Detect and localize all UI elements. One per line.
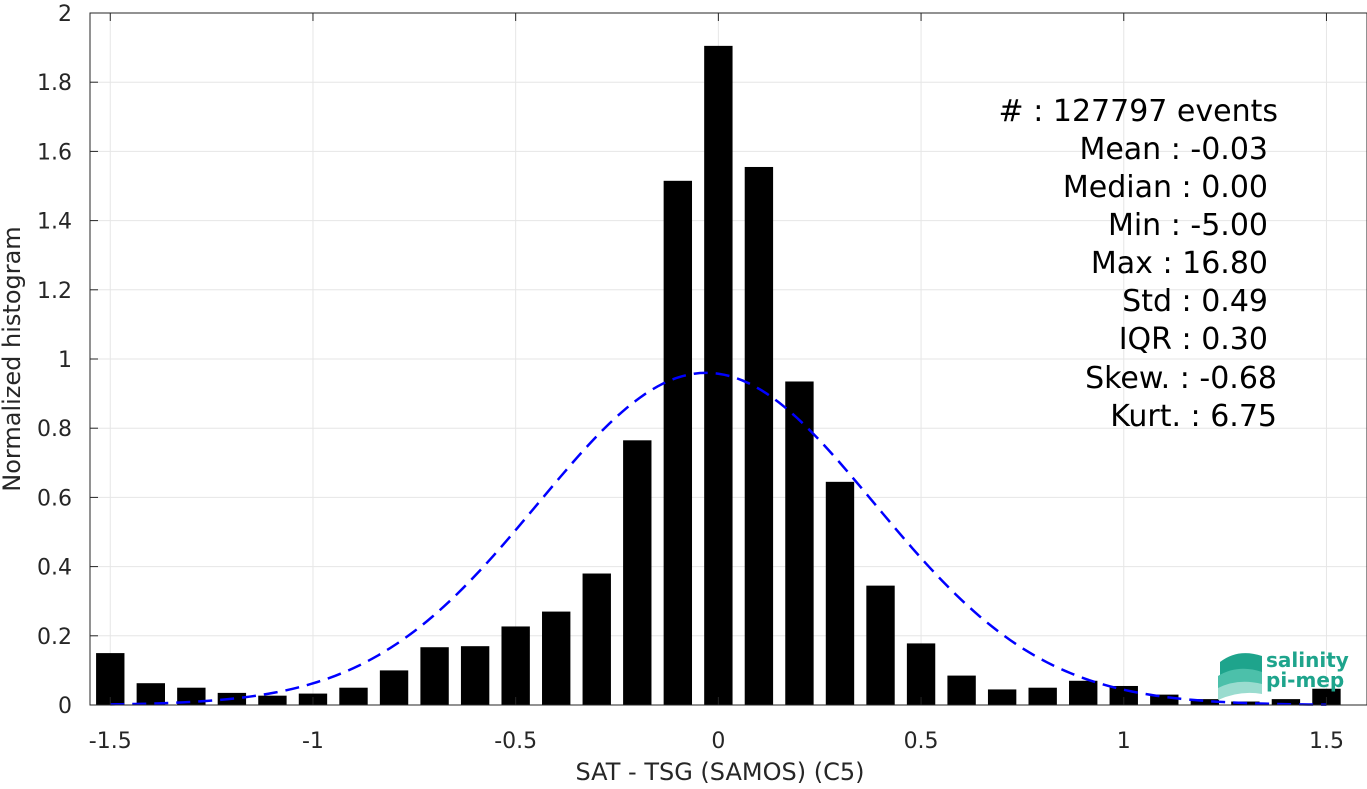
bars xyxy=(96,45,1341,706)
histogram-bar xyxy=(785,381,814,705)
y-tick-label: 2 xyxy=(58,2,72,27)
histogram-bar xyxy=(1028,687,1057,705)
x-tick-label: 1 xyxy=(1117,729,1131,754)
x-axis-ticks: -1.5 -1 -0.5 0 0.5 1 1.5 xyxy=(89,13,1344,754)
y-tick-label: 0.2 xyxy=(37,625,72,650)
histogram-bar xyxy=(947,675,976,705)
histogram-bar xyxy=(1190,699,1220,705)
y-tick-label: 0.8 xyxy=(37,417,72,442)
y-tick-label: 1 xyxy=(58,348,72,373)
histogram-bar xyxy=(663,180,693,705)
histogram-bar xyxy=(1150,694,1179,705)
logo-line1: salinity xyxy=(1266,648,1349,672)
histogram-bar xyxy=(906,643,936,705)
histogram-bar xyxy=(744,166,774,706)
x-tick-label: 1.5 xyxy=(1309,729,1344,754)
histogram-bar xyxy=(1312,688,1341,705)
stats-skew: Skew. : -0.68 xyxy=(1085,361,1277,396)
stats-max: Max : 16.80 xyxy=(1091,246,1268,281)
stats-min: Min : -5.00 xyxy=(1108,208,1268,243)
x-tick-label: 0 xyxy=(711,729,725,754)
x-tick-label: -0.5 xyxy=(494,729,537,754)
stats-mean: Mean : -0.03 xyxy=(1079,132,1268,167)
histogram-bar xyxy=(1271,699,1301,705)
gaussian-fit-curve xyxy=(110,371,1327,706)
y-tick-label: 1.8 xyxy=(37,71,72,96)
stats-iqr: IQR : 0.30 xyxy=(1119,322,1268,357)
histogram-bar xyxy=(542,611,571,705)
y-axis-ticks: 0 0.2 0.4 0.6 0.8 1 1.2 1.4 1.6 1.8 2 xyxy=(37,2,98,719)
histogram-bar xyxy=(825,481,855,705)
x-axis-title: SAT - TSG (SAMOS) (C5) xyxy=(576,758,865,785)
histogram-bar xyxy=(501,626,530,705)
salinity-pimep-logo: salinity pi-mep xyxy=(1218,648,1349,700)
stats-events: # : 127797 events xyxy=(999,94,1278,129)
y-tick-label: 1.4 xyxy=(37,210,72,235)
x-tick-label: -1.5 xyxy=(89,729,132,754)
stats-std: Std : 0.49 xyxy=(1122,284,1268,319)
histogram-bar xyxy=(582,573,611,705)
histogram-bar xyxy=(987,689,1017,705)
histogram-bar xyxy=(1069,680,1098,705)
logo-line2: pi-mep xyxy=(1266,668,1344,692)
histogram-bar xyxy=(258,695,287,705)
stats-annotation: # : 127797 events Mean : -0.03 Median : … xyxy=(999,94,1278,434)
wave-logo-icon xyxy=(1218,653,1262,700)
histogram-bar xyxy=(379,670,409,705)
y-tick-label: 0.4 xyxy=(37,556,72,581)
x-tick-label: 0.5 xyxy=(904,729,939,754)
x-tick-label: -1 xyxy=(302,729,324,754)
y-axis-title: Normalized histogram xyxy=(0,226,26,491)
histogram-bar xyxy=(460,646,490,705)
stats-kurt: Kurt. : 6.75 xyxy=(1110,399,1277,434)
y-tick-label: 1.2 xyxy=(37,279,72,304)
y-tick-label: 0 xyxy=(58,694,72,719)
y-tick-label: 0.6 xyxy=(37,486,72,511)
histogram-bar xyxy=(339,687,368,705)
stats-median: Median : 0.00 xyxy=(1063,170,1268,205)
histogram-bar xyxy=(96,653,125,705)
histogram-bar xyxy=(623,440,652,705)
y-tick-label: 1.6 xyxy=(37,140,72,165)
histogram-bar xyxy=(136,683,165,705)
histogram-bar xyxy=(420,647,449,705)
histogram-bar xyxy=(866,585,895,705)
